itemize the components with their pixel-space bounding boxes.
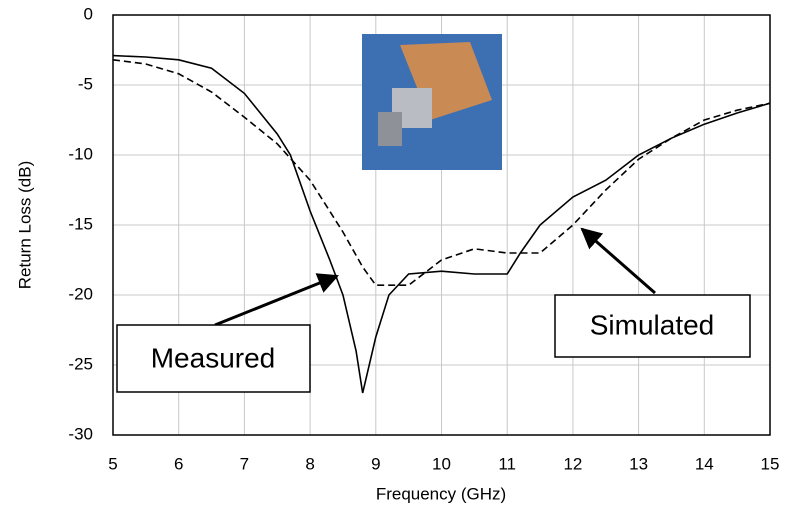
x-tick-label: 13 xyxy=(629,454,648,473)
y-tick-label: -5 xyxy=(78,74,93,93)
x-tick-label: 14 xyxy=(695,454,714,473)
annotation: Simulated xyxy=(590,309,715,340)
x-tick-label: 7 xyxy=(240,454,249,473)
y-tick-label: -15 xyxy=(68,214,93,233)
y-tick-label: -25 xyxy=(68,354,93,373)
annotation-box xyxy=(116,324,311,393)
series-line xyxy=(112,54,771,394)
annotation: Measured xyxy=(151,342,276,373)
y-tick-label: -10 xyxy=(68,144,93,163)
x-axis-label: Frequency (GHz) xyxy=(376,484,506,503)
x-tick-label: 6 xyxy=(174,454,183,473)
x-tick-label: 15 xyxy=(761,454,780,473)
y-tick-label: 0 xyxy=(84,4,93,23)
x-tick-label: 9 xyxy=(371,454,380,473)
series-line xyxy=(112,59,771,286)
x-tick-label: 12 xyxy=(563,454,582,473)
x-tick-label: 11 xyxy=(498,454,516,473)
arrow xyxy=(214,273,339,327)
x-tick-label: 8 xyxy=(305,454,314,473)
arrow xyxy=(580,227,656,295)
inset-photo xyxy=(362,34,502,170)
annotation-box xyxy=(554,294,751,358)
y-tick-label: -30 xyxy=(68,424,93,443)
x-tick-label: 10 xyxy=(432,454,451,473)
plot-frame xyxy=(112,14,771,436)
y-tick-label: -20 xyxy=(68,284,93,303)
x-tick-label: 5 xyxy=(108,454,117,473)
y-axis-label: Return Loss (dB) xyxy=(15,161,34,290)
